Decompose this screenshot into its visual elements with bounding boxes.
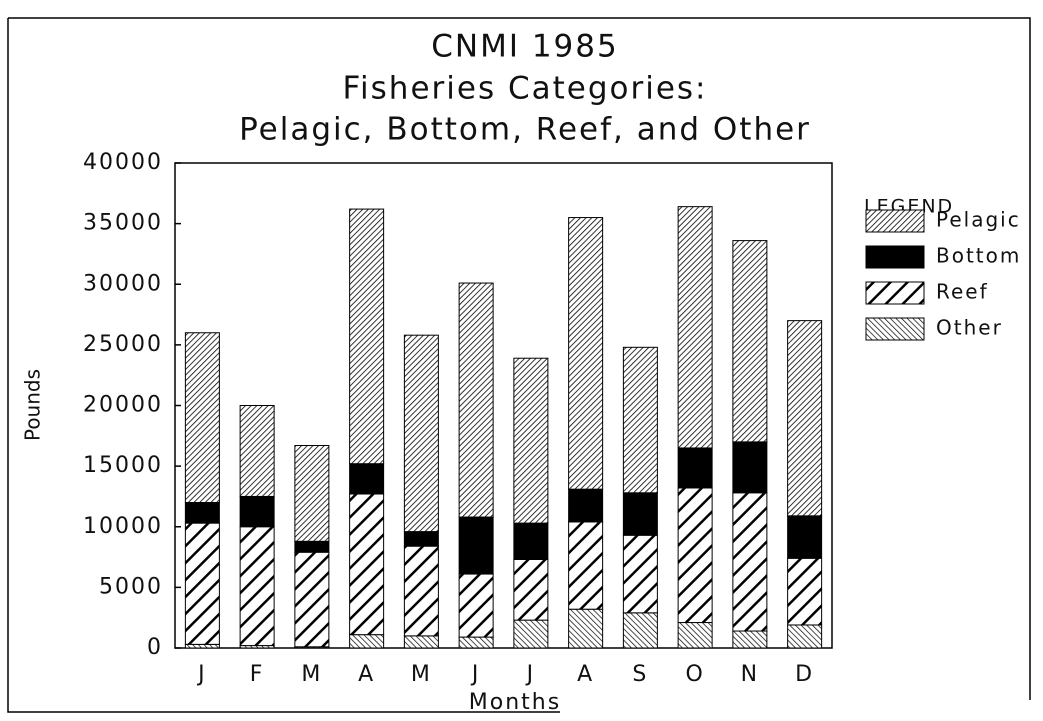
x-tick-label: A <box>358 662 375 687</box>
x-tick-label: J <box>470 662 481 687</box>
bar-segment <box>239 495 275 528</box>
y-tick-label: 10000 <box>83 514 163 539</box>
bar-segment <box>677 447 713 489</box>
legend-swatch <box>865 209 925 233</box>
bar-segment <box>787 624 823 649</box>
chart-title: Fisheries Categories: <box>342 71 707 107</box>
chart-title: Pelagic, Bottom, Reef, and Other <box>239 112 811 148</box>
bar-segment <box>349 463 385 495</box>
y-axis-label: Pounds <box>21 369 45 441</box>
bar-segment <box>349 208 385 465</box>
bar-segment <box>622 492 658 536</box>
x-axis-label: Months <box>469 690 561 715</box>
bar-segment <box>677 487 713 624</box>
bar-segment <box>568 521 604 610</box>
bar-segment <box>239 526 275 647</box>
bar-segment <box>513 357 549 524</box>
legend-label: Other <box>936 316 1003 340</box>
bar-segment <box>568 488 604 523</box>
legend-label: Pelagic <box>936 208 1021 232</box>
bar-segment <box>294 540 330 553</box>
bar-segment <box>403 545 439 637</box>
bar-segment <box>732 630 768 649</box>
bar-segment <box>184 522 220 645</box>
x-tick-label: D <box>795 662 814 687</box>
bar-segment <box>458 636 494 649</box>
bar-segment <box>458 516 494 575</box>
bar-segment <box>677 206 713 449</box>
bar-segment <box>568 217 604 490</box>
bar-segment <box>513 619 549 649</box>
x-tick-label: F <box>250 662 265 687</box>
bar-segment <box>403 531 439 547</box>
x-tick-label: J <box>525 662 536 687</box>
x-tick-label: M <box>301 662 322 687</box>
legend-swatch <box>865 245 925 269</box>
bar-segment <box>787 557 823 626</box>
bar-segment <box>184 332 220 503</box>
x-tick-label: J <box>196 662 207 687</box>
bar-segment <box>349 634 385 649</box>
legend-swatch <box>865 317 925 341</box>
bar-segment <box>349 493 385 636</box>
bar-segment <box>294 445 330 542</box>
bar-segment <box>732 441 768 494</box>
bar-segment <box>458 573 494 638</box>
bar-segment <box>294 551 330 648</box>
y-tick-label: 30000 <box>83 271 163 296</box>
legend-label: Bottom <box>936 244 1021 268</box>
chart-title: CNMI 1985 <box>431 29 618 65</box>
y-tick-label: 0 <box>147 635 163 660</box>
y-tick-label: 25000 <box>83 332 163 357</box>
legend-label: Reef <box>936 280 989 304</box>
y-tick-label: 35000 <box>83 211 163 236</box>
bar-segment <box>239 405 275 497</box>
x-tick-label: O <box>685 662 704 687</box>
bar-segment <box>622 534 658 614</box>
y-tick-label: 5000 <box>99 574 163 599</box>
bar-segment <box>403 635 439 649</box>
bar-segment <box>568 608 604 649</box>
bar-segment <box>403 334 439 533</box>
bar-segment <box>787 515 823 559</box>
y-tick-label: 40000 <box>83 150 163 175</box>
bar-segment <box>513 558 549 621</box>
y-tick-label: 15000 <box>83 453 163 478</box>
x-tick-label: N <box>741 662 759 687</box>
bar-segment <box>184 643 220 649</box>
bar-segment <box>787 320 823 517</box>
y-tick-label: 20000 <box>83 393 163 418</box>
bar-segment <box>458 282 494 518</box>
bar-segment <box>677 622 713 649</box>
x-tick-label: S <box>632 662 648 687</box>
bar-segment <box>622 612 658 649</box>
legend-swatch <box>865 281 925 305</box>
bar-segment <box>184 502 220 524</box>
bar-segment <box>513 522 549 560</box>
x-tick-label: A <box>577 662 594 687</box>
x-tick-label: M <box>411 662 432 687</box>
page-border <box>7 17 1031 713</box>
bar-segment <box>622 346 658 494</box>
bar-segment <box>732 240 768 443</box>
bar-segment <box>732 492 768 632</box>
